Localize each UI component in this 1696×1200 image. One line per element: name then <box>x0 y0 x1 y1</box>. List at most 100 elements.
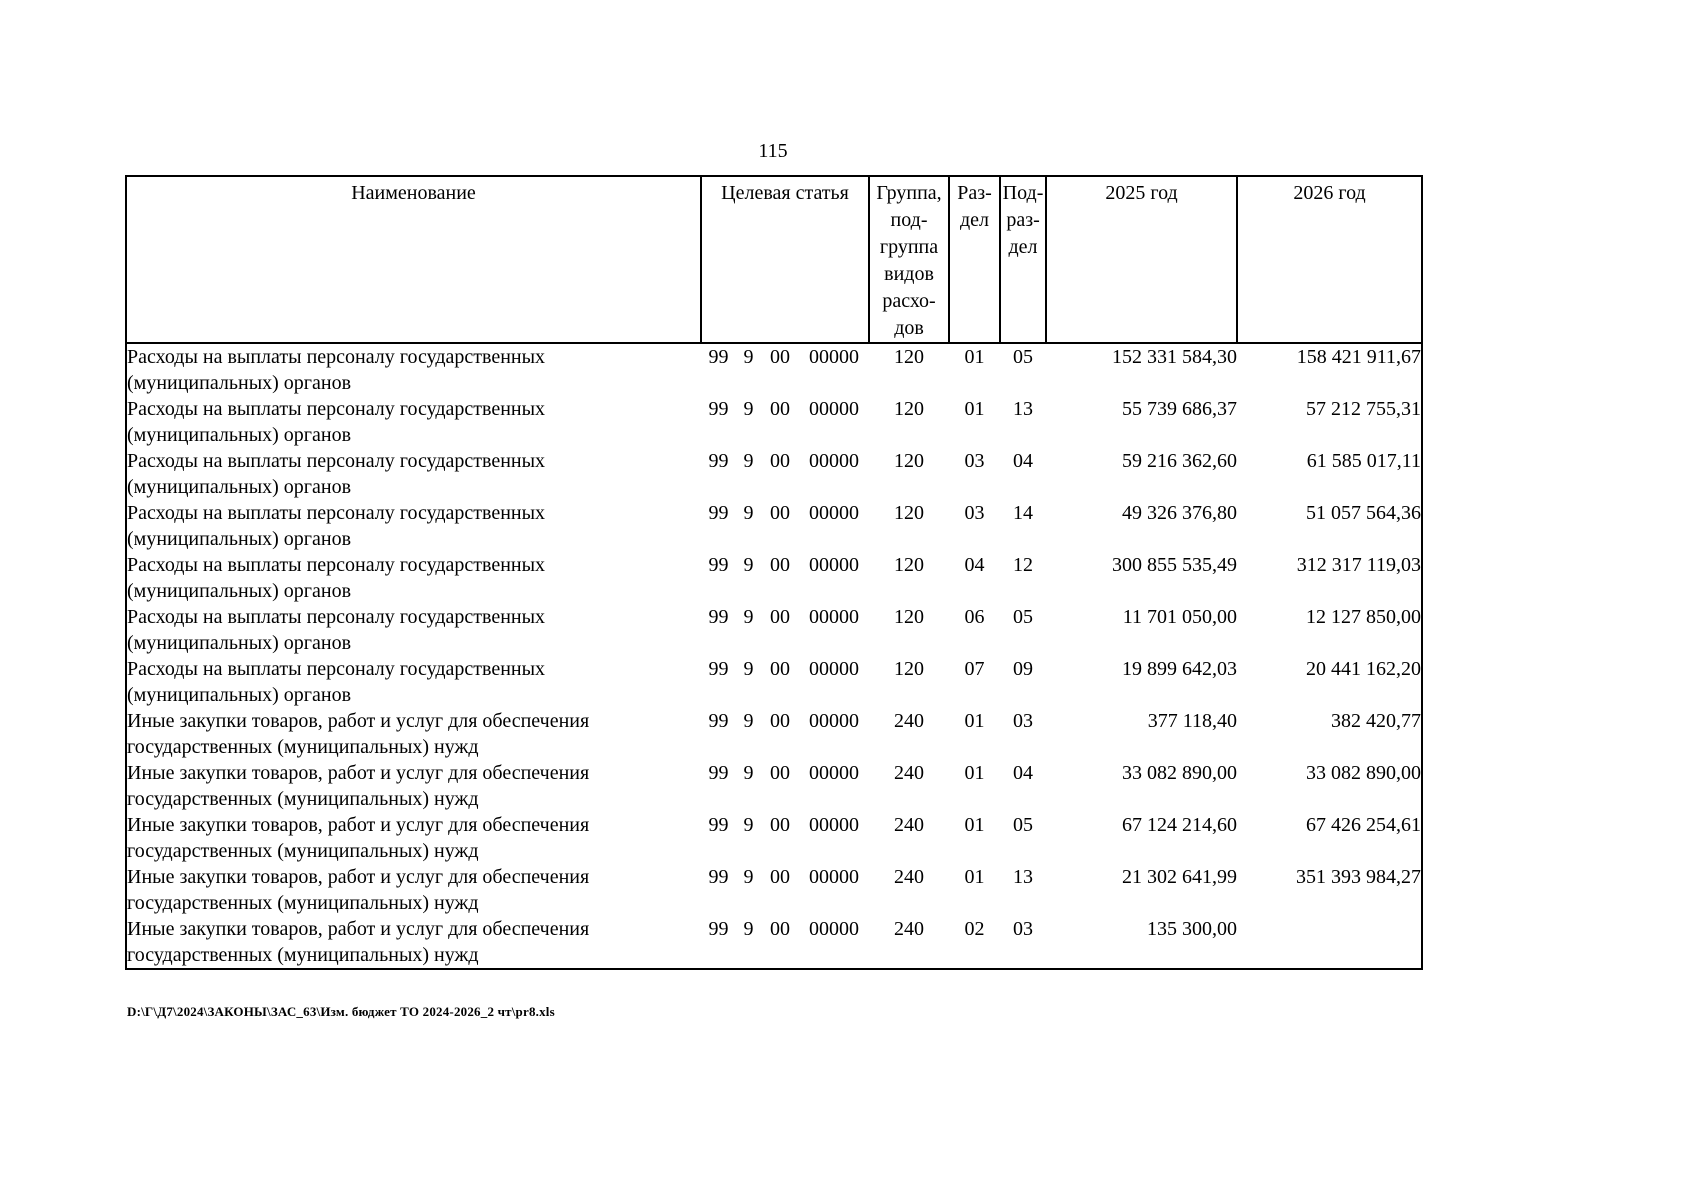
cell-expense-group: 120 <box>894 502 925 524</box>
cell-section: 01 <box>964 866 985 888</box>
cell-amount-2026: 351 393 984,27 <box>1296 866 1422 888</box>
cell-target-article-part-3: 00 <box>770 450 790 472</box>
cell-section: 01 <box>964 398 985 420</box>
col-header-year-2025: 2025 год <box>1045 175 1239 344</box>
cell-subsection: 13 <box>1013 866 1034 888</box>
cell-subsection: 13 <box>1013 398 1034 420</box>
table-row: Иные закупки товаров, работ и услуг для … <box>126 864 1422 916</box>
budget-table: Наименование Целевая статья Группа, под-… <box>125 175 1424 970</box>
cell-amount-2025: 300 855 535,49 <box>1112 554 1238 576</box>
cell-amount-2025: 49 326 376,80 <box>1122 502 1238 524</box>
cell-amount-2026: 382 420,77 <box>1331 710 1422 732</box>
cell-name: Расходы на выплаты персоналу государстве… <box>127 450 546 498</box>
cell-amount-2025: 67 124 214,60 <box>1122 814 1238 836</box>
cell-target-article-part-2: 9 <box>743 554 754 576</box>
cell-name: Иные закупки товаров, работ и услуг для … <box>127 710 590 758</box>
col-header-year-2026: 2026 год <box>1236 175 1424 344</box>
cell-target-article-part-3: 00 <box>770 346 790 368</box>
col-header-section: Раз- дел <box>948 175 1002 344</box>
cell-amount-2025: 33 082 890,00 <box>1122 762 1238 784</box>
cell-target-article-part-1: 99 <box>708 710 729 732</box>
document-file-path: D:\Г\Д7\2024\ЗАКОНЫ\ЗАС_63\Изм. бюджет Т… <box>127 1004 555 1019</box>
cell-target-article-part-2: 9 <box>743 866 754 888</box>
table-row: Расходы на выплаты персоналу государстве… <box>126 604 1422 656</box>
table-header: Наименование Целевая статья Группа, под-… <box>125 175 1424 344</box>
cell-target-article-part-2: 9 <box>743 398 754 420</box>
cell-subsection: 05 <box>1013 814 1034 836</box>
table-header-row: Наименование Целевая статья Группа, под-… <box>125 175 1424 344</box>
table-body: Расходы на выплаты персоналу государстве… <box>126 343 1422 969</box>
cell-target-article-part-1: 99 <box>708 918 729 940</box>
cell-target-article-part-4: 00000 <box>809 554 860 576</box>
cell-target-article-part-1: 99 <box>708 502 729 524</box>
cell-section: 01 <box>964 346 985 368</box>
cell-amount-2026: 51 057 564,36 <box>1306 502 1422 524</box>
cell-target-article-part-1: 99 <box>708 658 729 680</box>
cell-target-article-part-4: 00000 <box>809 918 860 940</box>
cell-subsection: 12 <box>1013 554 1034 576</box>
cell-section: 02 <box>964 918 985 940</box>
cell-name: Расходы на выплаты персоналу государстве… <box>127 502 546 550</box>
cell-section: 03 <box>964 502 985 524</box>
table-row: Иные закупки товаров, работ и услуг для … <box>126 916 1422 969</box>
cell-target-article-part-4: 00000 <box>809 502 860 524</box>
cell-target-article-part-1: 99 <box>708 866 729 888</box>
cell-amount-2026: 12 127 850,00 <box>1306 606 1422 628</box>
cell-target-article-part-4: 00000 <box>809 398 860 420</box>
cell-amount-2025: 59 216 362,60 <box>1122 450 1238 472</box>
cell-target-article-part-1: 99 <box>708 814 729 836</box>
cell-amount-2026: 67 426 254,61 <box>1306 814 1422 836</box>
cell-target-article-part-1: 99 <box>708 762 729 784</box>
table-row: Расходы на выплаты персоналу государстве… <box>126 500 1422 552</box>
cell-expense-group: 240 <box>894 710 925 732</box>
table-row: Иные закупки товаров, работ и услуг для … <box>126 812 1422 864</box>
cell-subsection: 05 <box>1013 346 1034 368</box>
cell-target-article-part-2: 9 <box>743 346 754 368</box>
table-row: Расходы на выплаты персоналу государстве… <box>126 396 1422 448</box>
cell-section: 07 <box>964 658 985 680</box>
page-number: 115 <box>758 140 788 162</box>
budget-table-container: Наименование Целевая статья Группа, под-… <box>125 175 1424 970</box>
cell-target-article-part-4: 00000 <box>809 658 860 680</box>
cell-target-article-part-4: 00000 <box>809 866 860 888</box>
cell-target-article-part-1: 99 <box>708 606 729 628</box>
cell-expense-group: 240 <box>894 814 925 836</box>
cell-subsection: 05 <box>1013 606 1034 628</box>
cell-amount-2026: 61 585 017,11 <box>1306 450 1422 472</box>
cell-target-article-part-3: 00 <box>770 814 790 836</box>
table-row: Иные закупки товаров, работ и услуг для … <box>126 708 1422 760</box>
cell-expense-group: 120 <box>894 346 925 368</box>
cell-name: Иные закупки товаров, работ и услуг для … <box>127 814 590 862</box>
cell-target-article-part-2: 9 <box>743 762 754 784</box>
cell-name: Расходы на выплаты персоналу государстве… <box>127 398 546 446</box>
cell-amount-2025: 11 701 050,00 <box>1122 606 1238 628</box>
cell-target-article-part-2: 9 <box>743 502 754 524</box>
cell-name: Расходы на выплаты персоналу государстве… <box>127 606 546 654</box>
cell-subsection: 09 <box>1013 658 1034 680</box>
cell-section: 01 <box>964 710 985 732</box>
cell-amount-2026: 158 421 911,67 <box>1296 346 1422 368</box>
cell-expense-group: 120 <box>894 398 925 420</box>
cell-section: 04 <box>964 554 985 576</box>
cell-target-article-part-4: 00000 <box>809 762 860 784</box>
cell-name: Расходы на выплаты персоналу государстве… <box>127 658 546 706</box>
col-header-name: Наименование <box>125 175 702 344</box>
cell-target-article-part-4: 00000 <box>809 450 860 472</box>
cell-name: Иные закупки товаров, работ и услуг для … <box>127 866 590 914</box>
cell-expense-group: 120 <box>894 554 925 576</box>
cell-expense-group: 120 <box>894 606 925 628</box>
cell-amount-2025: 19 899 642,03 <box>1122 658 1238 680</box>
cell-target-article-part-1: 99 <box>708 346 729 368</box>
cell-target-article-part-3: 00 <box>770 710 790 732</box>
col-header-target-article: Целевая статья <box>699 175 871 344</box>
cell-amount-2025: 21 302 641,99 <box>1122 866 1238 888</box>
cell-target-article-part-2: 9 <box>743 814 754 836</box>
col-header-subsection: Под- раз- дел <box>999 175 1048 344</box>
cell-amount-2025: 152 331 584,30 <box>1112 346 1238 368</box>
cell-section: 06 <box>964 606 985 628</box>
cell-section: 01 <box>964 762 985 784</box>
cell-amount-2025: 377 118,40 <box>1147 710 1238 732</box>
table-row: Расходы на выплаты персоналу государстве… <box>126 552 1422 604</box>
cell-expense-group: 120 <box>894 450 925 472</box>
